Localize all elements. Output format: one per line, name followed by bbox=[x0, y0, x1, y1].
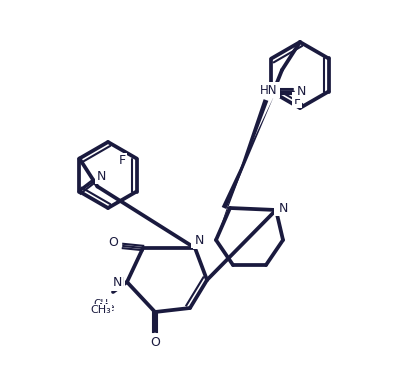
Text: HN: HN bbox=[261, 83, 279, 97]
Text: CH₃: CH₃ bbox=[91, 305, 111, 315]
Text: N: N bbox=[297, 85, 306, 98]
Text: O: O bbox=[108, 237, 118, 250]
Polygon shape bbox=[216, 99, 268, 240]
Text: N: N bbox=[278, 202, 287, 214]
Text: N: N bbox=[114, 276, 124, 288]
Text: O: O bbox=[150, 335, 160, 349]
Text: HN: HN bbox=[260, 83, 278, 97]
Text: Me: Me bbox=[99, 303, 115, 313]
Text: N: N bbox=[112, 276, 122, 290]
Text: F: F bbox=[293, 94, 301, 106]
Text: CH₃: CH₃ bbox=[93, 299, 112, 309]
Text: F: F bbox=[119, 154, 126, 167]
Text: N: N bbox=[275, 202, 285, 214]
Text: N: N bbox=[194, 235, 204, 247]
Polygon shape bbox=[222, 96, 274, 209]
Text: N: N bbox=[192, 233, 202, 247]
Text: N: N bbox=[97, 170, 106, 183]
